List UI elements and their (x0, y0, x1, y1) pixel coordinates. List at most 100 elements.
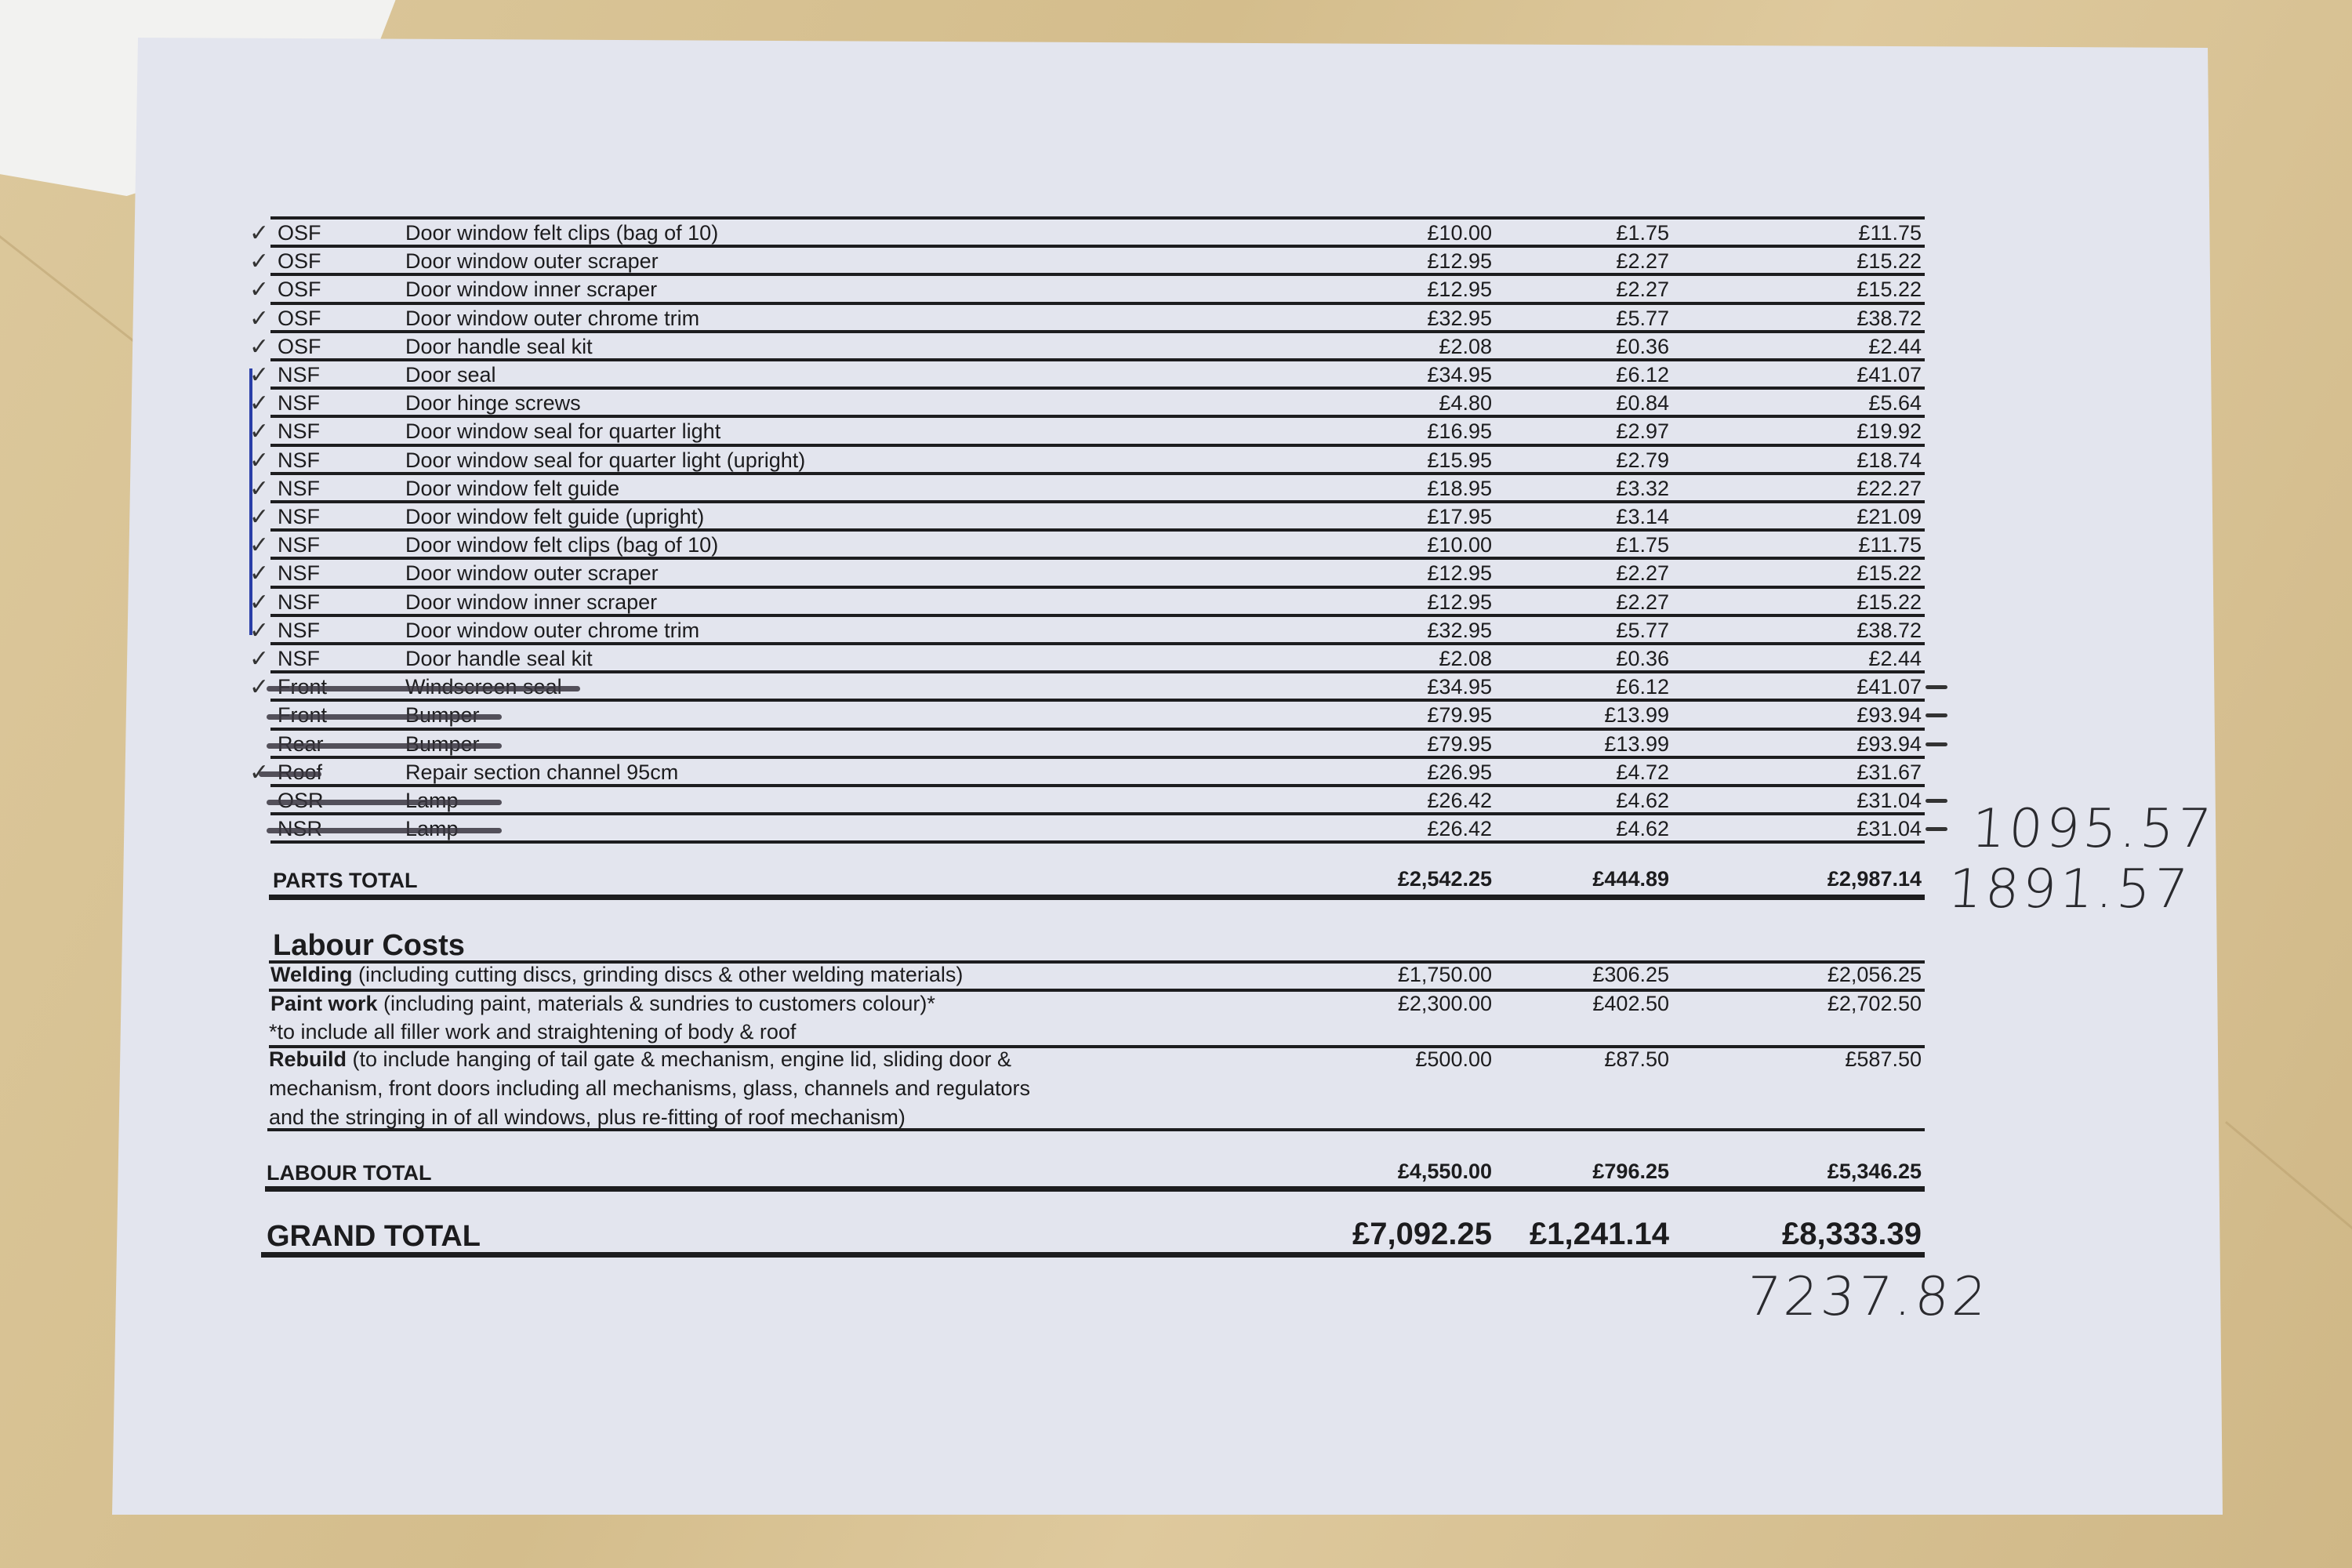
part-description: Door window outer scraper (405, 561, 659, 586)
part-vat: £2.79 (1616, 448, 1669, 472)
labour-total-net: £4,550.00 (1397, 1160, 1492, 1183)
pen-strikethrough (267, 742, 502, 749)
part-location: NSF (278, 533, 320, 557)
row-rule (270, 642, 1925, 645)
part-total: £31.04 (1857, 789, 1922, 812)
labour-total-vat: £796.25 (1592, 1160, 1669, 1183)
row-rule (270, 812, 1925, 816)
rebuild-net: £500.00 (1415, 1047, 1492, 1071)
row-rule (270, 727, 1925, 731)
pen-tick-icon: ✓ (249, 646, 270, 672)
welding-description: Welding (including cutting discs, grindi… (270, 964, 963, 985)
rebuild-vat: £87.50 (1604, 1047, 1669, 1071)
rule (267, 1128, 1925, 1131)
part-description: Door window inner scraper (405, 590, 658, 614)
row-rule (270, 471, 1925, 475)
row-rule (270, 387, 1925, 390)
rebuild-line3: and the stringing in of all windows, plu… (269, 1105, 906, 1129)
row-rule (270, 585, 1925, 589)
part-location: NSF (278, 476, 320, 500)
part-location: OSF (278, 249, 321, 274)
part-net-price: £32.95 (1427, 618, 1492, 642)
part-description: Repair section channel 95cm (405, 760, 679, 784)
pen-tick-icon: ✓ (249, 589, 270, 615)
part-total: £31.04 (1857, 817, 1922, 841)
part-total: £18.74 (1857, 448, 1922, 472)
part-total: £11.75 (1858, 533, 1922, 557)
pen-dash-mark (1926, 799, 1947, 803)
part-description: Door window outer chrome trim (405, 306, 700, 330)
part-net-price: £26.42 (1427, 789, 1492, 812)
part-description: Door window outer chrome trim (405, 618, 700, 642)
part-net-price: £34.95 (1427, 363, 1492, 387)
grand-total-rule (261, 1252, 1925, 1258)
handwritten-note-2: 1891.57 (1946, 858, 2193, 920)
part-net-price: £26.42 (1427, 817, 1492, 841)
row-rule (270, 528, 1925, 532)
pen-strikethrough (267, 686, 580, 692)
paint-note: *to include all filler work and straight… (269, 1020, 797, 1044)
row-rule (270, 755, 1925, 759)
part-vat: £13.99 (1604, 703, 1669, 728)
pen-bracket-mark (249, 368, 252, 635)
part-description: Door window seal for quarter light (upri… (405, 448, 806, 472)
part-total: £22.27 (1857, 476, 1922, 500)
rule (269, 960, 1925, 964)
part-description: Door window felt clips (bag of 10) (405, 221, 719, 245)
part-total: £11.75 (1858, 221, 1922, 245)
part-net-price: £17.95 (1427, 505, 1492, 528)
parts-total-label: PARTS TOTAL (273, 869, 418, 892)
pen-tick-icon: ✓ (249, 362, 270, 388)
part-location: NSF (278, 647, 320, 670)
pen-tick-icon: ✓ (249, 617, 270, 644)
part-total: £93.94 (1857, 731, 1922, 756)
pen-tick-icon: ✓ (249, 419, 270, 445)
pen-tick-icon: ✓ (249, 277, 270, 303)
part-vat: £4.62 (1616, 789, 1669, 812)
grand-total-label: GRAND TOTAL (267, 1220, 481, 1253)
welding-total: £2,056.25 (1827, 963, 1922, 986)
part-net-price: £4.80 (1439, 391, 1492, 416)
rebuild-title: Rebuild (269, 1047, 347, 1071)
part-location: OSF (278, 221, 321, 245)
labour-costs-heading: Labour Costs (273, 929, 465, 962)
rule (269, 989, 1925, 992)
part-location: NSF (278, 391, 320, 416)
part-vat: £5.77 (1616, 618, 1669, 642)
pen-strikethrough (267, 800, 502, 805)
part-description: Door window felt guide (405, 476, 620, 500)
row-rule (270, 784, 1925, 787)
part-vat: £2.27 (1616, 590, 1669, 614)
part-location: NSF (278, 363, 320, 387)
part-vat: £4.62 (1616, 817, 1669, 841)
part-net-price: £79.95 (1427, 703, 1492, 728)
part-total: £15.22 (1857, 590, 1922, 614)
part-net-price: £2.08 (1439, 334, 1492, 358)
pen-tick-icon: ✓ (249, 532, 270, 559)
part-total: £2.44 (1868, 334, 1922, 358)
pen-dash-mark (1926, 685, 1947, 690)
parts-total-vat: £444.89 (1592, 867, 1669, 891)
row-rule (270, 329, 1925, 333)
part-location: NSF (278, 561, 320, 586)
part-total: £31.67 (1857, 760, 1922, 784)
row-rule (270, 301, 1925, 305)
pen-dash-mark (1926, 827, 1947, 832)
part-net-price: £12.95 (1427, 561, 1492, 586)
labour-total-label: LABOUR TOTAL (267, 1161, 432, 1185)
pen-tick-icon: ✓ (249, 674, 270, 701)
row-rule (270, 699, 1925, 702)
rebuild-description: Rebuild (to include hanging of tail gate… (269, 1049, 1011, 1070)
pen-tick-icon: ✓ (249, 390, 270, 417)
part-vat: £1.75 (1616, 221, 1669, 245)
rebuild-line2: mechanism, front doors including all mec… (269, 1076, 1030, 1100)
pen-dash-mark (1926, 742, 1947, 746)
part-total: £15.22 (1857, 561, 1922, 586)
paint-desc: (including paint, materials & sundries t… (377, 992, 935, 1015)
part-total: £38.72 (1857, 618, 1922, 642)
paint-description: Paint work (including paint, materials &… (270, 993, 935, 1014)
paint-title: Paint work (270, 992, 378, 1015)
row-rule (270, 273, 1925, 277)
part-description: Door handle seal kit (405, 647, 593, 670)
